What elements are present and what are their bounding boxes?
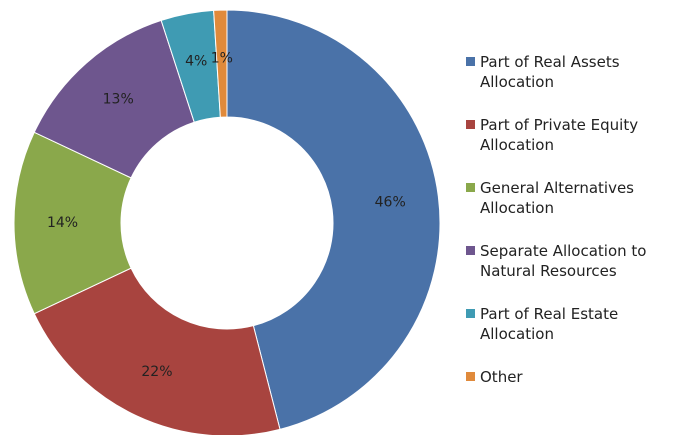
legend-label: Separate Allocation to Natural Resources	[480, 242, 647, 280]
legend-item: Part of Real Assets Allocation	[466, 52, 681, 115]
legend-swatch	[466, 372, 475, 381]
donut-slice	[226, 9, 441, 430]
legend-label: General Alternatives Allocation	[480, 179, 634, 217]
legend-label: Other	[480, 368, 523, 386]
data-label: 46%	[375, 194, 406, 210]
legend-item: Other	[466, 367, 681, 430]
legend-swatch	[466, 309, 475, 318]
data-label: 13%	[103, 92, 134, 108]
data-label: 1%	[211, 51, 233, 67]
legend-item: Separate Allocation to Natural Resources	[466, 241, 681, 304]
donut-slice	[13, 131, 132, 315]
legend-swatch	[466, 120, 475, 129]
legend-item: Part of Private Equity Allocation	[466, 115, 681, 178]
data-label: 4%	[185, 53, 207, 69]
legend-item: Part of Real Estate Allocation	[466, 304, 681, 367]
legend-swatch	[466, 57, 475, 66]
donut-slice	[213, 9, 228, 118]
legend-label: Part of Real Assets Allocation	[480, 53, 620, 91]
legend-swatch	[466, 183, 475, 192]
legend-swatch	[466, 246, 475, 255]
data-label: 22%	[141, 364, 172, 380]
legend-item: General Alternatives Allocation	[466, 178, 681, 241]
data-label: 14%	[47, 215, 78, 231]
legend: Part of Real Assets Allocation Part of Pr…	[466, 52, 681, 430]
legend-label: Part of Private Equity Allocation	[480, 116, 639, 154]
donut-slice	[33, 267, 281, 435]
legend-label: Part of Real Estate Allocation	[480, 305, 619, 343]
donut-plot: 46% 22% 14% 13% 4% 1%	[13, 9, 441, 435]
